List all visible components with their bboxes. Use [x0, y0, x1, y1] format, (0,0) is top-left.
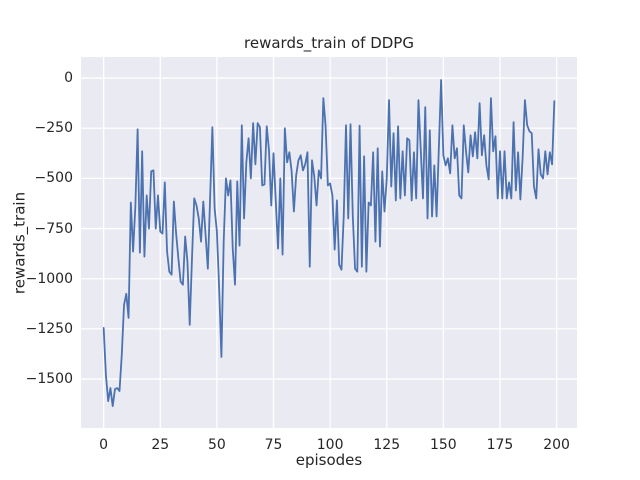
x-tick-label: 75: [264, 437, 283, 453]
y-tick-label: −750: [34, 220, 73, 237]
x-tick-label: 175: [486, 437, 514, 453]
y-tick-label: −1250: [25, 320, 73, 337]
chart-title: rewards_train of DDPG: [244, 34, 414, 52]
data-series-line: [102, 79, 556, 408]
y-tick-label: −1500: [25, 371, 73, 388]
x-axis-label: episodes: [295, 451, 363, 469]
y-tick-label: 0: [64, 70, 73, 87]
x-tick-label: 50: [207, 437, 226, 453]
y-tick-label: −500: [34, 170, 73, 187]
x-tick-label: 125: [373, 437, 401, 453]
y-tick-label: −250: [34, 120, 73, 137]
x-tick-label: 0: [99, 437, 109, 453]
x-tick-label: 25: [151, 437, 170, 453]
x-tick-label: 150: [429, 437, 457, 453]
plot-area: [81, 57, 577, 428]
x-tick-label: 200: [543, 437, 570, 453]
grid-lines: [81, 57, 577, 428]
y-tick-label: −1000: [25, 270, 73, 287]
x-tick-label: 100: [316, 437, 344, 453]
plot-canvas: [81, 57, 577, 428]
